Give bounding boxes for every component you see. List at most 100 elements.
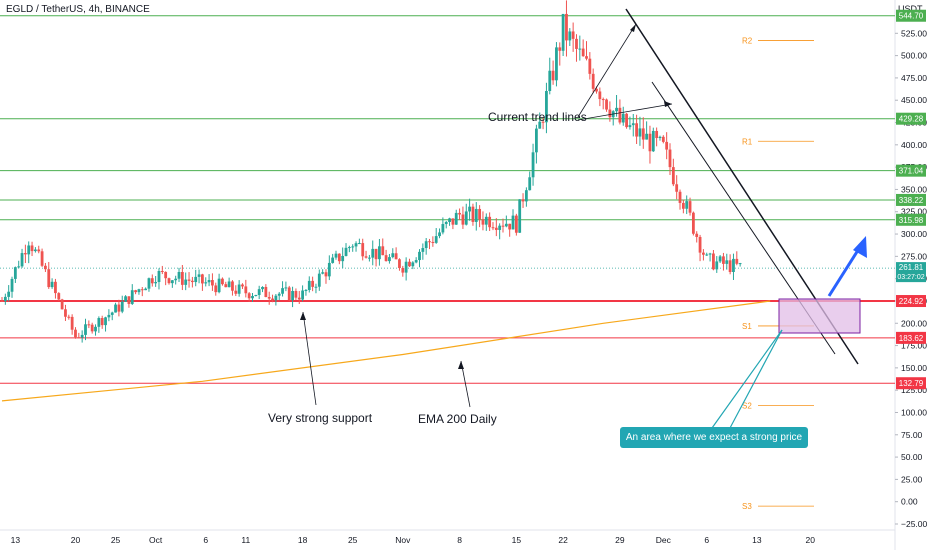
candle-body [70, 316, 74, 330]
candle-body [681, 202, 685, 209]
symbol-title[interactable]: EGLD / TetherUS, 4h, BINANCE [6, 4, 150, 15]
level-price-tag [896, 331, 926, 344]
candle-body [635, 123, 638, 137]
price-tick-label: 200.00 [901, 318, 927, 328]
candle-body [347, 247, 351, 249]
candle-body [257, 289, 261, 295]
candle-body [201, 274, 204, 284]
currency-label[interactable]: USDT [898, 4, 923, 14]
candle-body [628, 125, 632, 128]
candle-body [87, 324, 91, 326]
candle-body [324, 272, 328, 277]
candle-body [528, 177, 532, 191]
candle-body [337, 253, 341, 262]
candle-body [618, 107, 622, 123]
candle-body [274, 295, 278, 301]
candle-body [207, 280, 211, 283]
candle-body [184, 279, 188, 285]
candle-body [468, 206, 471, 212]
candle-body [501, 225, 505, 227]
time-tick-label: Dec [656, 535, 672, 545]
candle-body [231, 281, 234, 291]
time-tick-label: 11 [241, 535, 250, 545]
candle-body [608, 109, 612, 118]
candle-body [351, 246, 355, 248]
candle-body [174, 278, 178, 281]
candle-body [732, 258, 735, 273]
candle-body [150, 278, 154, 284]
candle-body [371, 248, 375, 258]
candle-body [50, 281, 54, 288]
price-tick-label: 100.00 [901, 407, 927, 417]
candle-body [648, 133, 652, 152]
grid-layer [0, 0, 896, 550]
candle-body [668, 149, 672, 168]
candle-body [307, 280, 311, 291]
candle-body [738, 263, 742, 265]
level-price-label: 183.62 [899, 334, 924, 343]
candle-body [67, 316, 71, 318]
candle-body [124, 296, 127, 302]
candle-body [10, 278, 14, 292]
reaction-zone [778, 298, 861, 334]
candle-body [187, 279, 191, 281]
candle-body [57, 293, 61, 300]
level-price-tag [896, 193, 926, 206]
candle-body [364, 256, 368, 258]
candle-body [641, 128, 645, 140]
candle-body [474, 208, 478, 222]
price-tick-label: 450.00 [901, 95, 927, 105]
candle-body [695, 233, 699, 237]
candle-body [170, 280, 174, 284]
candle-body [541, 121, 545, 123]
candle-body [671, 167, 675, 185]
callout-box[interactable]: An area where we expect a strong price r… [620, 427, 808, 464]
candle-body [54, 281, 57, 294]
candle-body [164, 271, 168, 279]
candle-body [147, 278, 151, 289]
candle-body [331, 257, 335, 263]
support-pointer-line [302, 311, 317, 406]
candle-body [464, 211, 468, 225]
level-lines: R2 R1 S1 S2 S3 [0, 15, 895, 511]
candle-body [621, 113, 625, 123]
candle-body [665, 141, 669, 150]
candle-body [718, 256, 722, 262]
candle-body [261, 286, 264, 290]
ema-200-line [1, 300, 771, 402]
candle-body [508, 223, 512, 230]
candle-body [244, 286, 248, 294]
candle-body [361, 243, 365, 257]
candle-body [388, 257, 391, 262]
level-price-tag [896, 213, 926, 226]
candle-body [284, 287, 288, 289]
candle-body [154, 282, 158, 284]
candle-body [140, 289, 144, 291]
candle-body [398, 259, 401, 269]
candle-body [160, 270, 164, 272]
candle-body [591, 73, 595, 89]
candle-body [404, 261, 408, 273]
candle-body [217, 278, 221, 293]
candle-body [20, 253, 24, 267]
candle-body [571, 31, 575, 39]
candle-body [454, 212, 458, 225]
level-price-label: 315.98 [899, 216, 924, 225]
level-price-label: 544.70 [899, 12, 924, 21]
candle-body [655, 130, 659, 139]
pivot-label: S1 [742, 322, 752, 331]
candle-body [107, 314, 111, 318]
candle-body [494, 227, 498, 230]
candle-body [471, 206, 475, 222]
candle-body [40, 251, 44, 266]
candle-body [514, 215, 518, 233]
candle-body [130, 290, 134, 304]
candle-body [314, 286, 318, 288]
candle-body [104, 317, 107, 326]
trend-pointer-line [577, 103, 673, 121]
candle-body [77, 337, 81, 339]
pivot-label: S3 [742, 502, 752, 511]
candle-body [334, 253, 338, 258]
candle-body [247, 293, 251, 299]
